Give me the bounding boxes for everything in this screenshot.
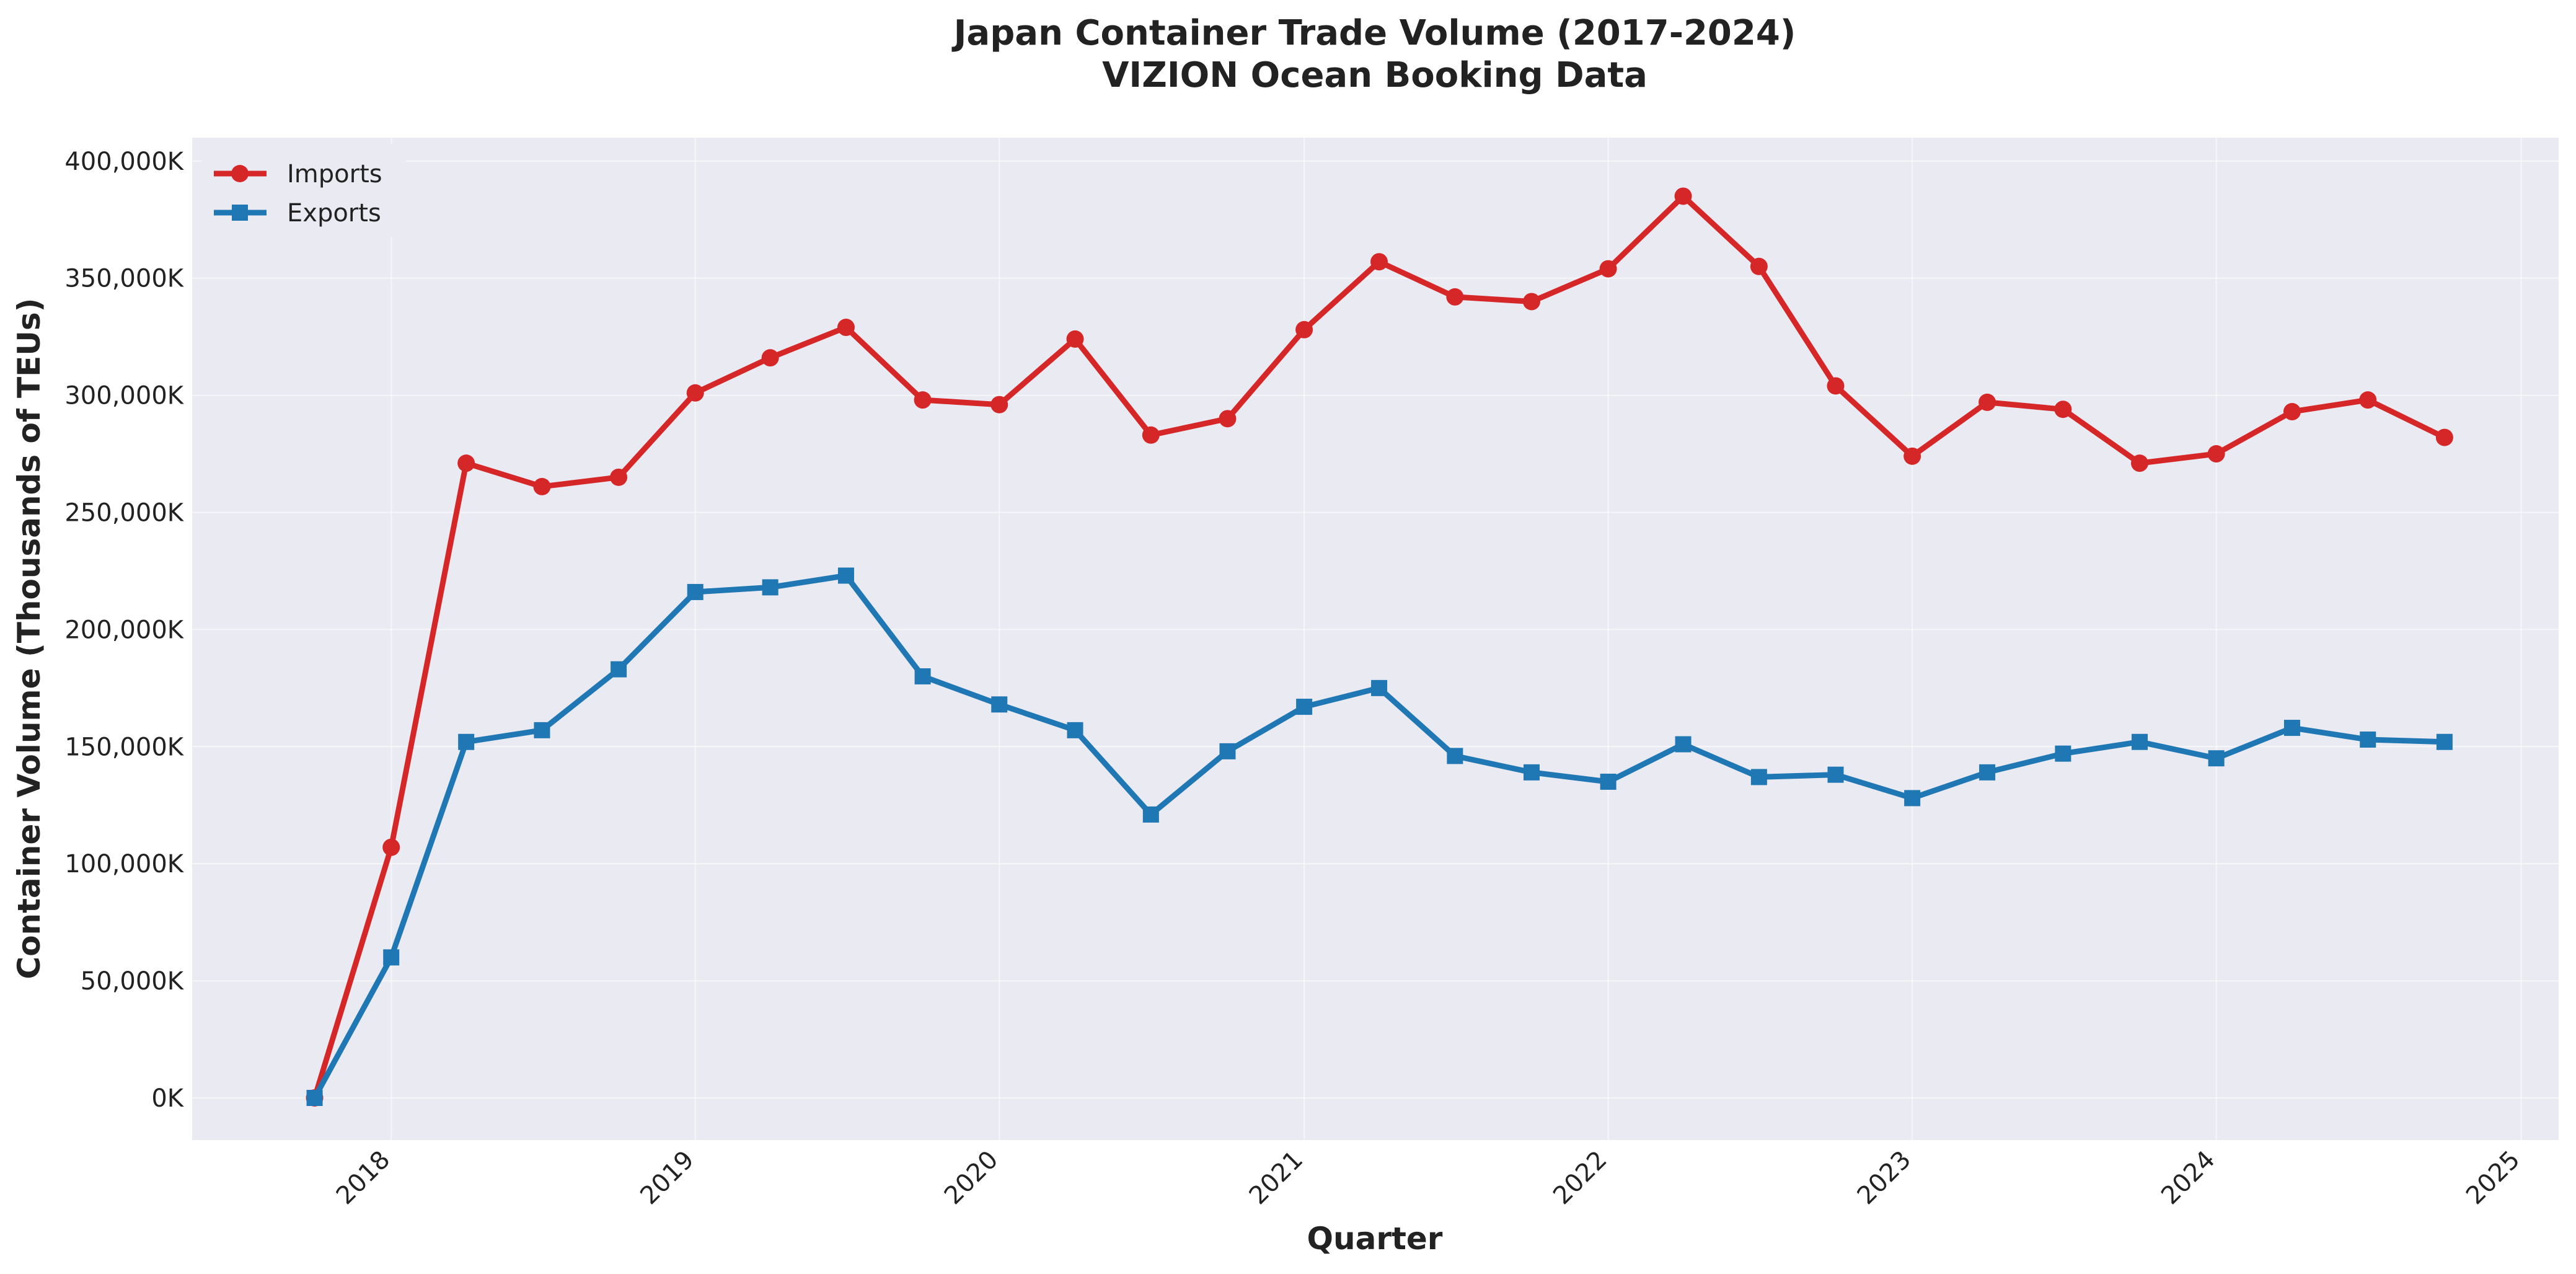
data-point-exports	[2436, 733, 2453, 750]
data-point-imports	[1370, 253, 1388, 271]
data-point-imports	[2054, 400, 2072, 418]
data-point-exports	[991, 696, 1008, 713]
data-point-exports	[2360, 731, 2376, 748]
data-point-exports	[611, 661, 627, 678]
data-point-imports	[686, 384, 704, 402]
data-point-exports	[458, 733, 475, 750]
legend-item-imports: Imports	[214, 160, 382, 188]
data-point-imports	[610, 468, 628, 486]
data-point-imports	[1978, 393, 1996, 411]
y-tick-label: 400,000K	[64, 148, 184, 176]
data-point-exports	[1600, 773, 1617, 790]
chart-subtitle: VIZION Ocean Booking Data	[1102, 55, 1647, 95]
data-point-imports	[533, 477, 551, 495]
data-point-imports	[1142, 426, 1160, 444]
data-point-imports	[1066, 330, 1084, 348]
y-axis-label: Container Volume (Thousands of TEUs)	[11, 298, 47, 980]
data-point-exports	[837, 567, 854, 584]
data-point-exports	[1904, 790, 1921, 807]
data-point-imports	[990, 396, 1008, 414]
data-point-exports	[2055, 745, 2071, 762]
data-point-imports	[914, 391, 932, 409]
legend-marker-imports	[231, 165, 249, 182]
data-point-exports	[1827, 766, 1844, 783]
y-tick-label: 250,000K	[64, 498, 184, 527]
data-point-exports	[1447, 748, 1463, 764]
series-exports	[306, 567, 2453, 1106]
data-point-imports	[1295, 321, 1313, 338]
data-point-imports	[1219, 410, 1237, 428]
data-point-exports	[762, 579, 779, 596]
data-point-imports	[2359, 391, 2377, 409]
data-point-exports	[2132, 733, 2148, 750]
data-point-imports	[761, 349, 779, 367]
legend-label-imports: Imports	[287, 160, 382, 188]
data-point-imports	[2207, 445, 2225, 463]
data-point-exports	[1296, 699, 1313, 715]
legend-box	[201, 144, 406, 237]
data-point-imports	[1599, 260, 1617, 278]
data-point-exports	[1371, 679, 1388, 696]
data-point-exports	[2283, 720, 2300, 737]
data-point-imports	[1750, 257, 1768, 275]
legend-item-exports: Exports	[214, 199, 381, 228]
data-point-exports	[1675, 736, 1692, 753]
data-point-exports	[687, 583, 704, 600]
y-tick-label: 100,000K	[64, 850, 184, 878]
y-tick-label: 50,000K	[81, 967, 185, 996]
x-axis-label: Quarter	[1307, 1221, 1443, 1257]
chart-title: Japan Container Trade Volume (2017-2024)	[951, 13, 1796, 53]
data-point-exports	[1219, 743, 1236, 759]
data-point-imports	[1674, 187, 1692, 205]
data-point-exports	[1979, 764, 1996, 781]
data-point-exports	[1750, 769, 1767, 785]
y-tick-label: 200,000K	[64, 616, 184, 644]
data-point-exports	[534, 722, 550, 738]
data-point-imports	[2131, 454, 2149, 472]
y-tick-label: 350,000K	[64, 265, 184, 293]
data-point-exports	[914, 668, 931, 684]
legend-marker-exports	[232, 205, 248, 221]
grid-lines	[192, 138, 2559, 1140]
data-point-exports	[2208, 750, 2225, 767]
plot-area	[192, 138, 2559, 1140]
data-point-exports	[306, 1089, 323, 1106]
data-point-imports	[837, 319, 855, 337]
data-point-exports	[1523, 764, 1540, 781]
series-lines	[306, 187, 2453, 1107]
data-point-imports	[1446, 288, 1464, 306]
data-point-imports	[2435, 428, 2453, 446]
data-point-exports	[383, 949, 400, 966]
legend: Imports Exports	[201, 144, 406, 237]
data-point-exports	[1067, 722, 1083, 738]
y-tick-label: 150,000K	[64, 733, 184, 761]
data-point-imports	[1903, 447, 1921, 465]
y-axis-ticks: 0K 50,000K 100,000K 150,000K 200,000K 250,000…	[64, 148, 184, 1113]
y-tick-label: 0K	[151, 1084, 184, 1113]
data-point-exports	[1142, 806, 1159, 823]
data-point-imports	[1522, 293, 1540, 311]
y-tick-label: 300,000K	[64, 382, 184, 410]
data-point-imports	[2283, 403, 2301, 421]
data-point-imports	[1827, 377, 1845, 395]
legend-label-exports: Exports	[287, 199, 381, 228]
data-point-imports	[382, 838, 400, 856]
data-point-imports	[457, 454, 475, 472]
series-imports	[306, 187, 2453, 1107]
